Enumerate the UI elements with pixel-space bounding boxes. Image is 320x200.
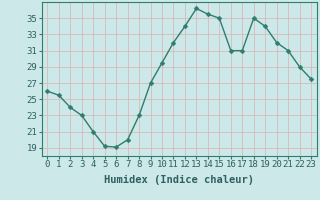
X-axis label: Humidex (Indice chaleur): Humidex (Indice chaleur) [104, 175, 254, 185]
